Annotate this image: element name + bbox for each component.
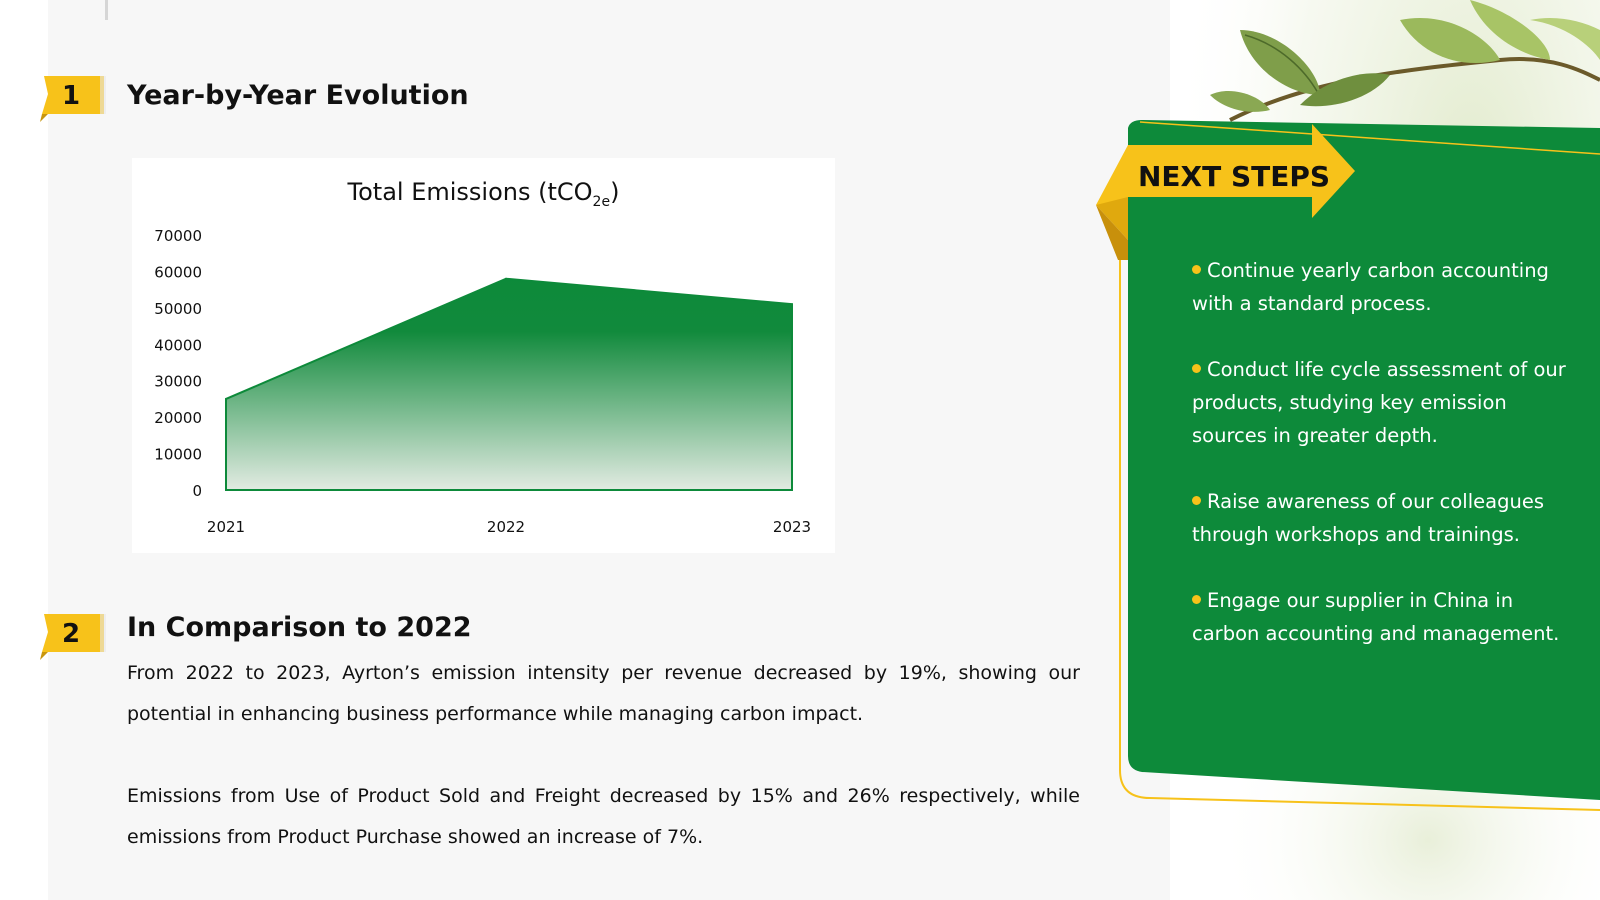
emissions-area: [225, 277, 793, 491]
emissions-area-chart: 70000 60000 50000 40000 30000 20000 10000 0 202…: [154, 227, 811, 536]
section-1-badge: 1: [36, 74, 106, 122]
next-steps-list: Continue yearly carbon accounting with a…: [1192, 254, 1572, 683]
x-tick-label: 2022: [487, 518, 525, 536]
bullet-dot-icon: [1192, 595, 1201, 604]
y-tick-label: 60000: [154, 263, 202, 281]
next-step-item: Continue yearly carbon accounting with a…: [1192, 259, 1549, 315]
next-steps-panel: [1096, 120, 1600, 811]
chart-title-end: ): [610, 178, 620, 206]
y-tick-label: 40000: [154, 336, 202, 354]
comparison-paragraph-2: Emissions from Use of Product Sold and F…: [127, 785, 1080, 848]
y-tick-label: 20000: [154, 409, 202, 427]
section-2-number: 2: [61, 619, 81, 649]
emissions-chart-card: Total Emissions (tCO2e) 70000 60000 50000 4…: [132, 158, 835, 553]
next-step-item: Raise awareness of our colleagues throug…: [1192, 490, 1544, 546]
top-divider-tick: [105, 0, 108, 20]
bullet-dot-icon: [1192, 265, 1201, 274]
chart-title-sub: 2e: [592, 194, 611, 210]
section-2-badge: 2: [36, 612, 106, 660]
chart-title: Total Emissions (tCO2e): [132, 178, 835, 210]
section-1-title: Year-by-Year Evolution: [127, 80, 469, 111]
y-tick-label: 10000: [154, 446, 202, 464]
emissions-point-2021: [225, 397, 227, 400]
section-1-number: 1: [61, 81, 81, 111]
y-tick-label: 70000: [154, 227, 202, 245]
x-tick-label: 2023: [773, 518, 811, 536]
bullet-dot-icon: [1192, 364, 1201, 373]
next-steps-title: NEXT STEPS: [1138, 160, 1331, 193]
comparison-paragraph-1: From 2022 to 2023, Ayrton’s emission int…: [127, 662, 1080, 725]
section-2-title: In Comparison to 2022: [127, 612, 472, 643]
emissions-point-2023: [791, 303, 793, 306]
badge-flag-icon: [40, 76, 106, 122]
y-tick-label: 0: [192, 482, 202, 500]
next-step-item: Engage our supplier in China in carbon a…: [1192, 589, 1560, 645]
y-tick-label: 30000: [154, 373, 202, 391]
x-tick-label: 2021: [207, 518, 245, 536]
emissions-point-2022: [505, 277, 507, 280]
next-step-item: Conduct life cycle assessment of our pro…: [1192, 358, 1566, 447]
y-tick-label: 50000: [154, 300, 202, 318]
bullet-dot-icon: [1192, 496, 1201, 505]
badge-flag-icon: [40, 614, 106, 660]
chart-title-main: Total Emissions (tCO: [347, 178, 593, 206]
